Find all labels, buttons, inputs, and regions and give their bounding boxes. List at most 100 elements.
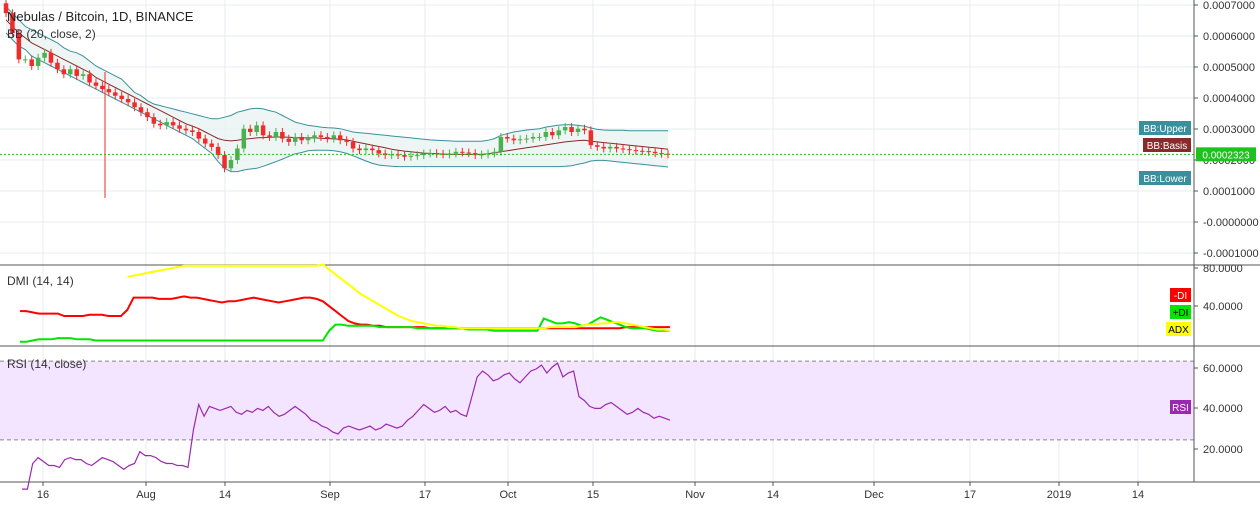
bb-lower-line [5, 32, 669, 173]
candle-body [659, 153, 664, 155]
candle-body [196, 132, 202, 139]
legend-bb-upper: BB:Upper [1143, 124, 1187, 135]
candle-body [241, 128, 247, 149]
candle-body [550, 132, 555, 136]
candle-body [640, 150, 645, 152]
candle-body [569, 127, 574, 132]
x-tick-label: Dec [864, 489, 884, 501]
candle-body [543, 132, 549, 137]
chart-title: Nebulas / Bitcoin, 1D, BINANCE [7, 9, 194, 24]
candle-body [389, 154, 394, 156]
dmi-title: DMI (14, 14) [7, 274, 74, 288]
candle-body [299, 136, 304, 141]
candle-body [498, 136, 504, 152]
candle-body [305, 138, 311, 141]
candle-body [286, 138, 292, 142]
candle-body [29, 59, 34, 66]
candle-body [601, 146, 606, 149]
candle-body [582, 128, 587, 131]
legend-bb-upper-bg [1139, 121, 1191, 135]
dmi-plus-line [20, 316, 670, 343]
candle-body [537, 136, 542, 138]
rsi-line [22, 362, 671, 490]
candle-body [614, 146, 619, 149]
candle-body [505, 136, 510, 139]
rsi-tick-label: 40.0000 [1203, 403, 1243, 415]
x-tick-label: 17 [419, 489, 431, 501]
candle-body [408, 155, 414, 157]
x-tick-label: 2019 [1047, 489, 1071, 501]
candle-body [280, 132, 285, 139]
candle-body [453, 151, 459, 154]
dmi-minus-line [20, 295, 670, 330]
candle-body [466, 152, 472, 154]
candle-body [170, 122, 176, 126]
legend-bb-basis: BB:Basis [1147, 141, 1188, 152]
candle-body [222, 155, 227, 169]
legend-dmi-minus-bg [1170, 288, 1191, 302]
candle-body [106, 89, 112, 93]
candle-body [87, 74, 92, 83]
candle-body [402, 155, 407, 157]
candle-body [190, 130, 195, 132]
legend-rsi-bg [1170, 400, 1191, 414]
candle-body [292, 136, 298, 142]
candle-body [164, 122, 169, 126]
candle-body [325, 136, 330, 139]
x-tick-label: Nov [685, 489, 705, 501]
candle-body [80, 74, 86, 76]
rsi-title: RSI (14, close) [7, 357, 86, 371]
y-tick-label: -0.0000000 [1203, 217, 1259, 229]
candle-body [460, 151, 465, 153]
candle-body [652, 151, 658, 154]
y-tick-label: -0.0001000 [1203, 248, 1259, 260]
candle-body [556, 130, 561, 136]
candle-body [260, 125, 266, 136]
candle-body [100, 85, 105, 90]
bb-indicator-label: BB (20, close, 2) [7, 27, 96, 41]
candle-body [42, 52, 47, 58]
bb-basis-line [5, 19, 669, 155]
candle-body [145, 112, 150, 118]
candle-body [511, 138, 516, 141]
x-tick-label: 14 [1132, 489, 1144, 501]
y-tick-label: 0.0001000 [1203, 186, 1255, 198]
candle-body [633, 150, 639, 152]
candle-body [61, 69, 67, 75]
y-tick-label: 0.0006000 [1203, 31, 1255, 43]
candle-body [472, 153, 478, 156]
candle-body [588, 130, 594, 146]
candle-body [517, 139, 523, 141]
candle-body [247, 128, 253, 132]
y-tick-label: 0.0003000 [1203, 124, 1255, 136]
candle-body [337, 135, 343, 141]
candle-body [312, 135, 317, 139]
x-tick-label: 15 [587, 489, 599, 501]
legend-bb-basis-bg [1143, 138, 1191, 152]
x-tick-label: 17 [964, 489, 976, 501]
adx-line [127, 263, 671, 332]
candle-body [524, 138, 529, 140]
candle-body [595, 145, 600, 147]
candle-body [370, 148, 375, 151]
candle-body [575, 128, 581, 132]
candle-body [376, 150, 382, 154]
legend-rsi: RSI [1172, 403, 1189, 414]
candle-body [125, 99, 131, 103]
candle-body [350, 141, 356, 149]
candle-body [68, 69, 73, 75]
current-price-label-bg [1196, 147, 1256, 162]
candle-body [254, 125, 259, 132]
candle-body [158, 123, 163, 126]
candle-body [74, 69, 79, 76]
candle-body [267, 135, 272, 137]
candle-body [440, 153, 446, 155]
candle-body [183, 128, 189, 131]
candle-body [415, 155, 420, 157]
candle-body [479, 154, 484, 156]
legend-adx-bg [1166, 322, 1191, 336]
candle-body [344, 140, 349, 142]
candle-body [273, 132, 279, 137]
candle-body [607, 146, 613, 149]
